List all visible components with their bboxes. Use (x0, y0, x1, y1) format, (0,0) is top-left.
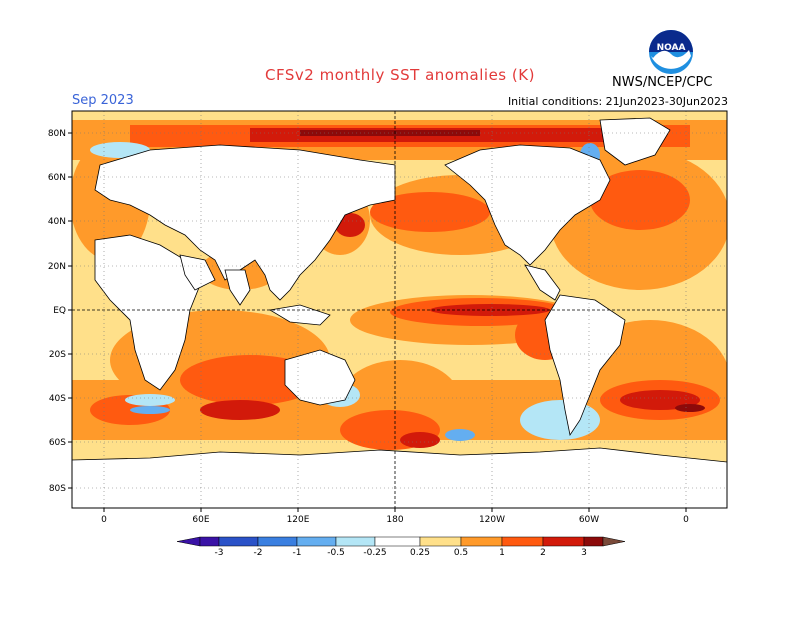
longitude-labels: 0 60E 120E 180 120W 60W 0 (101, 515, 689, 525)
legend-swatch (583, 536, 604, 547)
forecast-month: Sep 2023 (72, 93, 134, 108)
legend-swatch (335, 536, 376, 547)
legend-swatch (460, 536, 503, 547)
legend-arrow-right (602, 536, 626, 547)
legend-label: 0.5 (454, 548, 468, 558)
lon-label: 60W (579, 515, 599, 525)
legend-swatch (257, 536, 298, 547)
lon-label: 0 (101, 515, 107, 525)
legend-label: 0.25 (410, 548, 430, 558)
africa (94, 234, 201, 391)
land-masses (72, 117, 727, 508)
legend-swatch (419, 536, 462, 547)
south-america (544, 294, 626, 437)
initial-conditions: Initial conditions: 21Jun2023-30Jun2023 (507, 95, 728, 108)
legend-label: 1 (499, 548, 505, 558)
lat-label: 20N (48, 262, 66, 272)
lat-label: 60N (48, 173, 66, 183)
legend-swatch (374, 536, 421, 547)
greenland (599, 117, 671, 166)
central-america (524, 264, 561, 301)
legend-label: -0.5 (327, 548, 345, 558)
eurasia (94, 144, 396, 301)
legend-bar (176, 536, 626, 547)
legend-label: 3 (581, 548, 587, 558)
lon-label: 180 (386, 515, 403, 525)
legend-swatch (199, 536, 220, 547)
legend-label: -2 (254, 548, 263, 558)
extreme-anomaly-regions (300, 130, 705, 412)
australia (284, 349, 356, 406)
lat-label: 20S (49, 350, 66, 360)
lon-label: 120W (479, 515, 505, 525)
lat-label: 40S (49, 394, 66, 404)
legend-label: 2 (540, 548, 546, 558)
legend-swatch (501, 536, 544, 547)
legend-arrow-left (176, 536, 201, 547)
lat-label: 80N (48, 129, 66, 139)
legend-swatch (218, 536, 259, 547)
lon-label: 120E (287, 515, 310, 525)
lon-label: 60E (192, 515, 209, 525)
legend-swatch (296, 536, 337, 547)
north-america (444, 144, 611, 266)
equator-dateline (72, 111, 727, 508)
legend-swatch (542, 536, 585, 547)
legend-labels: -3 -2 -1 -0.5 -0.25 0.25 0.5 1 2 3 (215, 548, 587, 558)
lon-label: 0 (683, 515, 689, 525)
chart-title: CFSv2 monthly SST anomalies (K) (265, 66, 535, 84)
lat-label: 60S (49, 438, 66, 448)
lat-label: 80S (49, 484, 66, 494)
legend-label: -1 (293, 548, 302, 558)
lat-label: 40N (48, 217, 66, 227)
cold-anomaly-regions (130, 143, 600, 441)
logo-text: NOAA (657, 43, 686, 53)
legend-label: -3 (215, 548, 224, 558)
tick-marks (68, 132, 687, 512)
legend-label: -0.25 (363, 548, 386, 558)
organization-label: NWS/NCEP/CPC (612, 75, 713, 90)
lat-label: EQ (53, 306, 66, 316)
india (224, 269, 251, 306)
antarctica (72, 447, 727, 508)
noaa-logo: NOAA (649, 30, 693, 74)
latitude-labels: 80N 60N 40N 20N EQ 20S 40S 60S 80S (48, 129, 66, 494)
